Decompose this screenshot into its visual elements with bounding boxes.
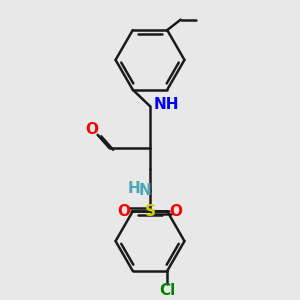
Text: S: S — [145, 204, 155, 219]
Text: O: O — [169, 204, 183, 219]
Text: NH: NH — [154, 97, 179, 112]
Text: N: N — [138, 183, 151, 198]
Text: O: O — [86, 122, 99, 137]
Text: H: H — [127, 181, 140, 196]
Text: Cl: Cl — [159, 283, 175, 298]
Text: O: O — [117, 204, 130, 219]
